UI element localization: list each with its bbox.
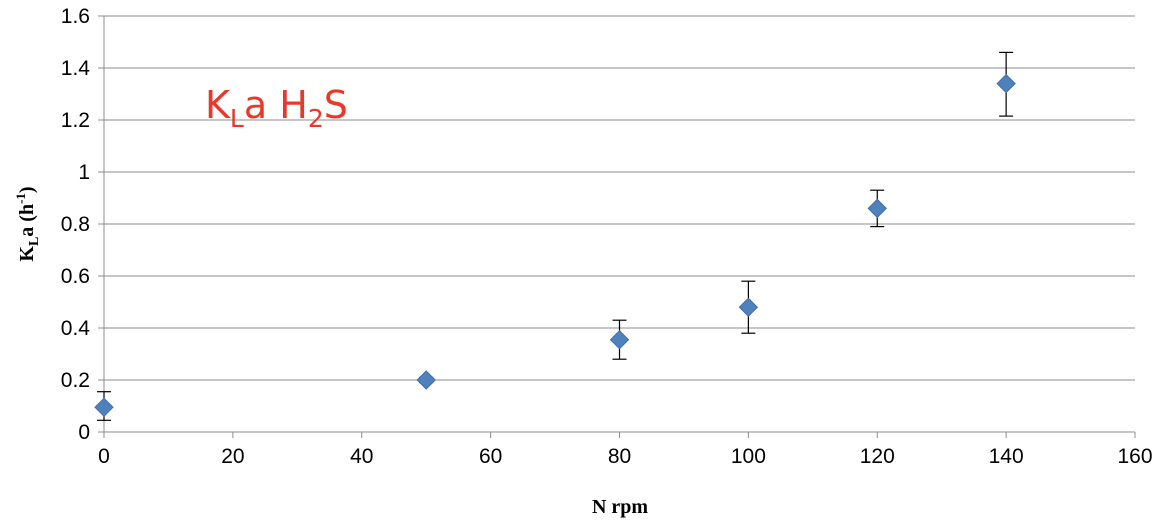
x-tick-label: 0: [98, 445, 110, 468]
x-tick-label: 100: [731, 445, 766, 468]
y-tick-label: 1.4: [61, 57, 91, 80]
y-tick-label: 0.2: [61, 369, 90, 392]
x-tick-label: 20: [221, 445, 244, 468]
chart-annotation: KLa H2S: [205, 83, 348, 133]
axes: [98, 15, 1136, 438]
y-tick-label: 0: [78, 421, 90, 444]
y-tick-label: 1.6: [61, 5, 90, 28]
x-tick-labels: 0 20 40 60 80 100 120 140 160: [98, 445, 1152, 468]
y-axis-title: KLa (h-1): [13, 186, 42, 261]
data-point: [94, 397, 114, 418]
x-tick-label: 40: [350, 445, 373, 468]
grid-lines: [104, 15, 1135, 381]
data-point: [609, 329, 630, 350]
x-tick-label: 60: [479, 445, 502, 468]
y-tick-labels: 0 0.2 0.4 0.6 0.8 1 1.2 1.4 1.6: [61, 5, 91, 444]
y-tick-label: 0.8: [61, 213, 90, 236]
x-tick-label: 140: [989, 445, 1024, 468]
y-tick-label: 1: [78, 161, 90, 184]
data-point: [996, 73, 1016, 94]
data-points: [94, 73, 1016, 418]
x-tick-label: 80: [608, 445, 631, 468]
x-tick-label: 160: [1117, 445, 1152, 468]
data-point: [867, 198, 887, 219]
y-tick-label: 0.6: [61, 265, 90, 288]
y-tick-label: 0.4: [61, 317, 91, 340]
data-point: [416, 370, 436, 390]
x-tick-label: 120: [860, 445, 895, 468]
x-axis-title: N rpm: [592, 496, 648, 518]
y-tick-label: 1.2: [61, 109, 90, 132]
data-point: [738, 297, 759, 317]
